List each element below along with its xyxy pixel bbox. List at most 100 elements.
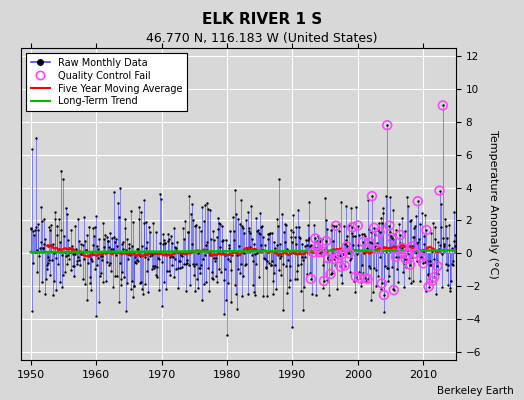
Point [157, 303, 166, 309]
Point [333, 286, 341, 293]
Point [286, 262, 294, 269]
Point [396, 240, 404, 246]
Point [50, 209, 59, 215]
Point [292, 241, 300, 247]
Point [286, 277, 294, 283]
Point [281, 263, 290, 269]
Point [174, 285, 182, 292]
Point [300, 284, 308, 290]
Point [94, 246, 102, 252]
Point [137, 209, 145, 215]
Point [136, 252, 144, 259]
Point [263, 258, 271, 264]
Point [330, 256, 338, 262]
Point [37, 204, 45, 210]
Point [354, 222, 362, 229]
Point [241, 261, 249, 268]
Point [417, 210, 425, 216]
Point [161, 240, 169, 247]
Point [424, 284, 433, 290]
Point [71, 251, 79, 257]
Point [70, 273, 78, 280]
Point [399, 284, 408, 290]
Point [430, 274, 438, 280]
Point [51, 216, 60, 222]
Point [80, 256, 89, 262]
Point [232, 211, 241, 217]
Point [130, 282, 138, 289]
Point [209, 276, 217, 282]
Point [190, 262, 199, 269]
Point [376, 253, 384, 260]
Point [438, 284, 446, 291]
Point [333, 254, 342, 260]
Point [105, 262, 113, 268]
Point [318, 248, 326, 254]
Point [293, 262, 302, 268]
Point [165, 236, 173, 242]
Point [185, 248, 194, 255]
Point [160, 236, 168, 243]
Point [126, 252, 134, 258]
Point [118, 240, 126, 247]
Point [295, 234, 303, 241]
Point [319, 262, 327, 268]
Point [365, 226, 373, 232]
Point [439, 235, 447, 242]
Point [435, 187, 444, 194]
Point [47, 222, 56, 228]
Point [328, 270, 336, 276]
Point [354, 242, 363, 248]
Point [92, 312, 101, 319]
Point [377, 286, 386, 293]
Point [236, 270, 244, 276]
Point [217, 238, 226, 244]
Point [143, 239, 151, 245]
Point [238, 223, 246, 229]
Point [40, 241, 49, 248]
Point [134, 246, 142, 252]
Point [237, 260, 245, 267]
Point [34, 221, 42, 227]
Point [322, 238, 330, 244]
Point [369, 289, 377, 296]
Point [428, 278, 436, 284]
Point [319, 285, 328, 291]
Point [42, 262, 51, 269]
Point [375, 220, 383, 226]
Point [230, 237, 238, 243]
Point [251, 292, 259, 298]
Point [167, 233, 176, 240]
Point [89, 225, 97, 232]
Point [201, 252, 210, 258]
Point [260, 255, 268, 261]
Point [161, 240, 170, 246]
Point [233, 306, 241, 312]
Point [35, 252, 43, 259]
Point [183, 228, 192, 235]
Point [202, 241, 211, 248]
Point [142, 219, 150, 225]
Point [329, 250, 337, 256]
Point [257, 242, 265, 248]
Point [210, 255, 219, 262]
Point [218, 223, 226, 229]
Point [392, 254, 400, 260]
Point [183, 256, 191, 263]
Point [58, 284, 66, 290]
Point [122, 308, 130, 314]
Point [436, 224, 445, 231]
Point [168, 262, 177, 268]
Point [374, 273, 383, 279]
Point [449, 258, 457, 264]
Point [71, 222, 80, 229]
Point [60, 268, 69, 275]
Point [266, 262, 275, 268]
Point [337, 199, 346, 205]
Point [266, 230, 274, 236]
Point [180, 260, 189, 267]
Point [38, 279, 47, 286]
Point [393, 266, 401, 272]
Point [93, 243, 101, 249]
Point [326, 271, 335, 277]
